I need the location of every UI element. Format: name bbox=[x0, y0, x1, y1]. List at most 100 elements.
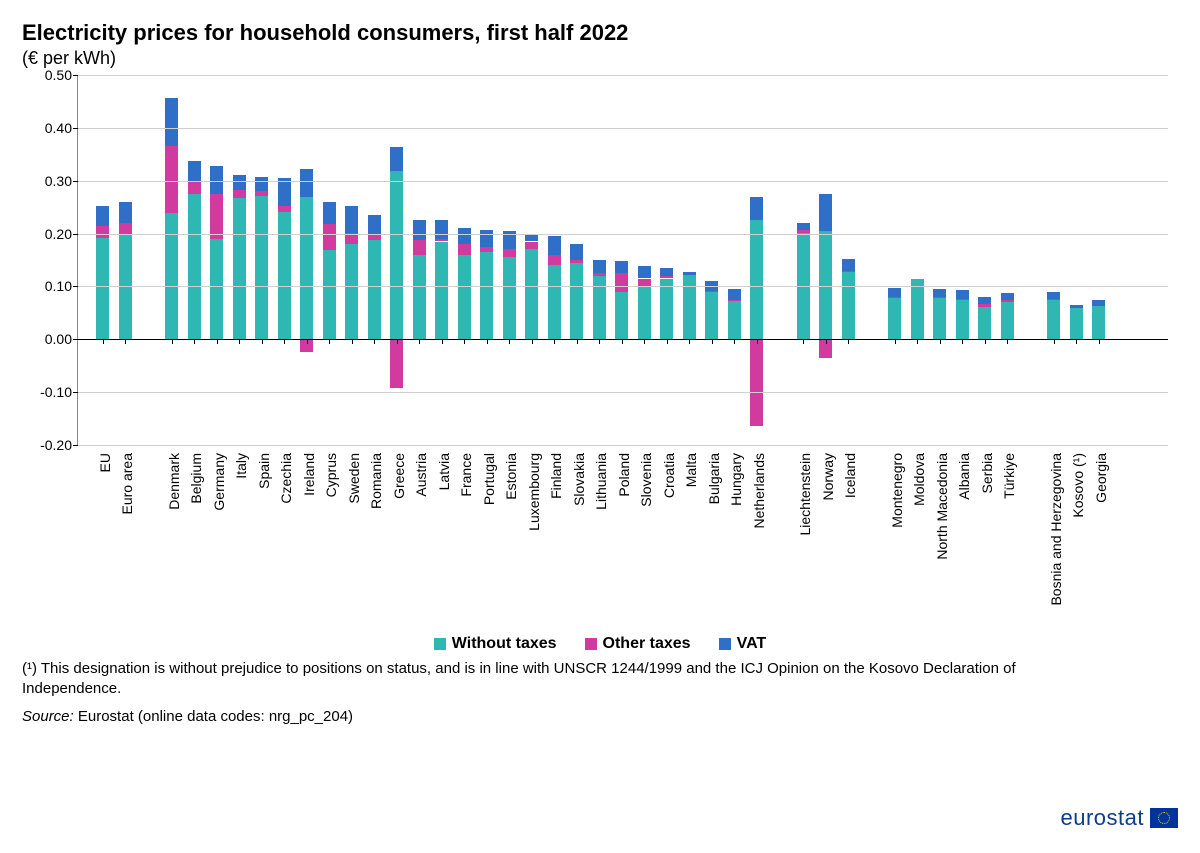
seg-without-taxes bbox=[503, 257, 516, 339]
eurostat-logo: eurostat bbox=[1061, 805, 1179, 831]
y-tick-mark bbox=[73, 445, 78, 446]
bar bbox=[660, 75, 673, 445]
seg-without-taxes bbox=[1001, 302, 1014, 339]
seg-without-taxes bbox=[188, 194, 201, 339]
seg-without-taxes bbox=[956, 300, 969, 340]
x-axis-label: Norway bbox=[820, 453, 836, 500]
seg-without-taxes bbox=[390, 171, 403, 339]
source-text: Eurostat (online data codes: nrg_pc_204) bbox=[74, 708, 353, 725]
eu-flag-icon bbox=[1150, 808, 1178, 828]
seg-vat bbox=[119, 202, 132, 223]
seg-without-taxes bbox=[165, 213, 178, 339]
seg-other-taxes bbox=[638, 279, 651, 287]
x-axis-label: Moldova bbox=[911, 453, 927, 506]
seg-vat bbox=[255, 177, 268, 191]
x-axis-label: EU bbox=[97, 453, 113, 472]
chart-title: Electricity prices for household consume… bbox=[22, 20, 1178, 46]
seg-without-taxes bbox=[345, 244, 358, 339]
seg-vat bbox=[233, 175, 246, 190]
seg-vat bbox=[165, 98, 178, 146]
bar bbox=[728, 75, 741, 445]
x-axis-label: Netherlands bbox=[751, 453, 767, 529]
legend-label: VAT bbox=[737, 635, 767, 652]
seg-without-taxes bbox=[933, 298, 946, 339]
seg-without-taxes bbox=[210, 239, 223, 339]
seg-other-taxes bbox=[503, 249, 516, 257]
x-axis-label: Malta bbox=[683, 453, 699, 487]
x-axis-label: Ireland bbox=[301, 453, 317, 496]
seg-without-taxes bbox=[1070, 308, 1083, 340]
seg-without-taxes bbox=[525, 249, 538, 339]
bar bbox=[390, 75, 403, 445]
seg-vat bbox=[638, 266, 651, 278]
seg-vat bbox=[435, 220, 448, 239]
seg-without-taxes bbox=[458, 255, 471, 340]
seg-without-taxes bbox=[683, 275, 696, 339]
seg-other-taxes bbox=[933, 297, 946, 298]
seg-vat bbox=[188, 161, 201, 181]
footnote: (¹) This designation is without prejudic… bbox=[22, 659, 1022, 700]
seg-vat bbox=[278, 178, 291, 206]
y-tick-label: 0.00 bbox=[45, 331, 72, 347]
seg-without-taxes bbox=[323, 250, 336, 339]
x-axis-label: Hungary bbox=[728, 453, 744, 506]
seg-other-taxes bbox=[96, 226, 109, 238]
bar bbox=[525, 75, 538, 445]
legend-item: Other taxes bbox=[585, 635, 691, 653]
bar bbox=[615, 75, 628, 445]
seg-without-taxes bbox=[705, 292, 718, 340]
plot-area: -0.20-0.100.000.100.200.300.400.50EUEuro… bbox=[77, 75, 1168, 445]
seg-vat bbox=[978, 297, 991, 304]
seg-without-taxes bbox=[233, 198, 246, 340]
x-axis-label: Bosnia and Herzegovina bbox=[1048, 453, 1064, 606]
seg-vat bbox=[413, 220, 426, 240]
bar bbox=[300, 75, 313, 445]
x-axis-baseline bbox=[78, 339, 1168, 340]
x-axis-label: Bulgaria bbox=[706, 453, 722, 504]
seg-without-taxes bbox=[368, 240, 381, 339]
gridline bbox=[78, 181, 1168, 182]
seg-other-taxes bbox=[615, 273, 628, 292]
y-tick-label: 0.40 bbox=[45, 120, 72, 136]
seg-vat bbox=[683, 272, 696, 275]
seg-vat bbox=[956, 290, 969, 298]
seg-vat bbox=[96, 206, 109, 226]
bar bbox=[570, 75, 583, 445]
bar bbox=[1001, 75, 1014, 445]
seg-vat bbox=[842, 259, 855, 271]
seg-without-taxes bbox=[1092, 306, 1105, 339]
bar bbox=[548, 75, 561, 445]
x-axis-label: Albania bbox=[956, 453, 972, 500]
seg-without-taxes bbox=[300, 197, 313, 340]
seg-without-taxes bbox=[911, 279, 924, 340]
bar bbox=[888, 75, 901, 445]
seg-vat bbox=[300, 169, 313, 196]
x-axis-label: Lithuania bbox=[593, 453, 609, 510]
bar bbox=[683, 75, 696, 445]
seg-without-taxes bbox=[978, 307, 991, 340]
gridline bbox=[78, 445, 1168, 446]
legend-label: Without taxes bbox=[452, 635, 557, 652]
seg-vat bbox=[615, 261, 628, 273]
y-tick-mark bbox=[73, 75, 78, 76]
seg-other-taxes bbox=[413, 240, 426, 255]
bar bbox=[165, 75, 178, 445]
seg-other-taxes bbox=[593, 273, 606, 276]
bar bbox=[1092, 75, 1105, 445]
x-axis-label: Czechia bbox=[278, 453, 294, 504]
seg-other-taxes bbox=[548, 255, 561, 266]
x-axis-label: Serbia bbox=[979, 453, 995, 493]
seg-without-taxes bbox=[593, 276, 606, 339]
seg-other-taxes bbox=[978, 304, 991, 307]
y-tick-mark bbox=[73, 181, 78, 182]
seg-without-taxes bbox=[278, 212, 291, 339]
seg-other-taxes bbox=[660, 276, 673, 279]
bar bbox=[368, 75, 381, 445]
x-axis-label: Finland bbox=[548, 453, 564, 499]
bar bbox=[956, 75, 969, 445]
gridline bbox=[78, 392, 1168, 393]
x-axis-label: Montenegro bbox=[889, 453, 905, 528]
x-axis-label: Euro area bbox=[119, 453, 135, 514]
seg-other-taxes bbox=[368, 235, 381, 240]
y-tick-label: 0.30 bbox=[45, 173, 72, 189]
